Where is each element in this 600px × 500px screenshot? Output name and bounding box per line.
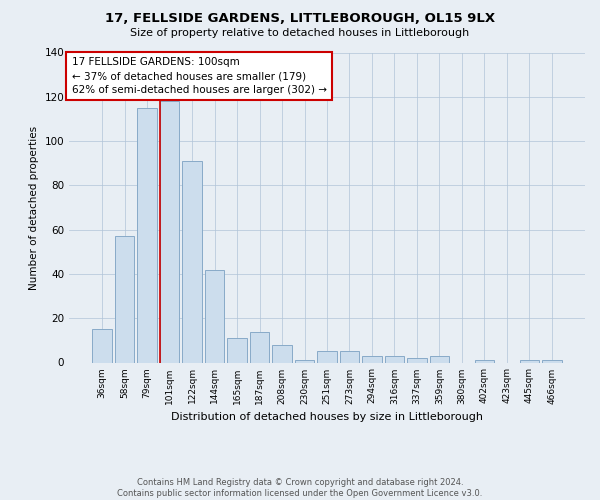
Bar (430, 356, 449, 362)
Bar (385, 356, 404, 362)
X-axis label: Distribution of detached houses by size in Littleborough: Distribution of detached houses by size … (171, 412, 483, 422)
Text: 17, FELLSIDE GARDENS, LITTLEBOROUGH, OL15 9LX: 17, FELLSIDE GARDENS, LITTLEBOROUGH, OL1… (105, 12, 495, 26)
Y-axis label: Number of detached properties: Number of detached properties (29, 126, 39, 290)
Bar (115, 236, 134, 362)
Bar (182, 161, 202, 362)
Bar (317, 352, 337, 362)
Text: Size of property relative to detached houses in Littleborough: Size of property relative to detached ho… (130, 28, 470, 38)
Bar (205, 270, 224, 362)
Bar (340, 352, 359, 362)
Bar (160, 101, 179, 362)
Bar (272, 345, 292, 362)
Bar (137, 108, 157, 362)
Bar (250, 332, 269, 362)
Bar (362, 356, 382, 362)
Bar (542, 360, 562, 362)
Text: Contains HM Land Registry data © Crown copyright and database right 2024.
Contai: Contains HM Land Registry data © Crown c… (118, 478, 482, 498)
Bar (475, 360, 494, 362)
Text: 17 FELLSIDE GARDENS: 100sqm
← 37% of detached houses are smaller (179)
62% of se: 17 FELLSIDE GARDENS: 100sqm ← 37% of det… (71, 57, 326, 95)
Bar (520, 360, 539, 362)
Bar (227, 338, 247, 362)
Bar (295, 360, 314, 362)
Bar (92, 330, 112, 362)
Bar (407, 358, 427, 362)
